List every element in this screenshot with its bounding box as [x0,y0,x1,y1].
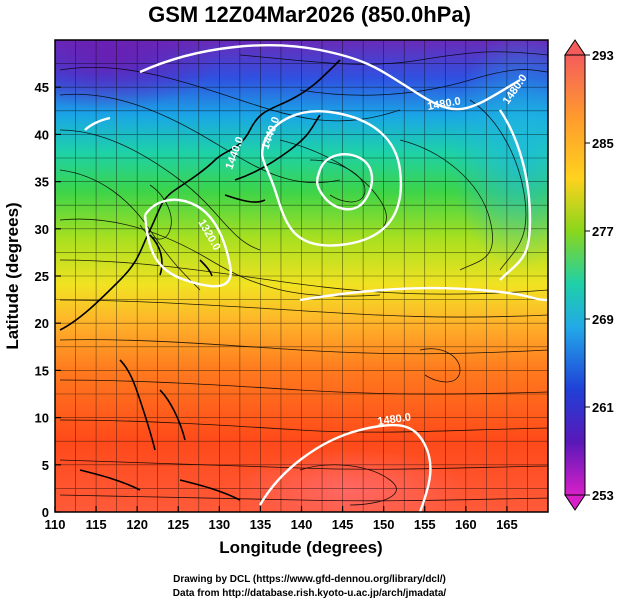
x-tick-label: 120 [126,517,148,532]
contour-line [139,44,521,111]
grid-lines [55,40,548,512]
colorbar: 293 285 277 269 261 253 [564,39,614,511]
x-tick-label: 115 [86,517,107,532]
contour-line [258,423,432,512]
y-tick-label: 20 [35,316,49,331]
x-axis-title: Longitude (degrees) [219,538,382,557]
contour-line [84,116,111,131]
height-contours [84,44,548,512]
contour-label: 1480.0 [426,95,461,113]
credit-data-source: Data from http://database.rish.kyoto-u.a… [172,588,447,599]
y-tick-label: 35 [35,175,49,190]
x-axis-ticks: 110 115 120 125 130 135 140 145 150 155 160 165 [45,506,518,532]
map-plot-area: 1480.0 1480.0 1440.0 1440.0 1320.0 1480.… [55,40,548,512]
y-tick-label: 45 [35,80,49,95]
x-tick-label: 145 [332,517,354,532]
colorbar-tick-label: 285 [592,136,614,151]
contour-label: 1480.0 [377,411,412,428]
x-tick-label: 165 [496,517,518,532]
y-axis-title: Latitude (degrees) [3,202,22,349]
credit-drawing: Drawing by DCL (https://www.gfd-dennou.o… [173,574,446,585]
colorbar-gradient [564,54,586,496]
y-tick-label: 40 [35,127,49,142]
colorbar-tick-label: 253 [592,488,614,503]
contour-line [143,198,232,288]
y-tick-label: 0 [42,505,49,520]
x-tick-label: 110 [45,517,66,532]
contour-line [299,286,548,302]
colorbar-top-cap [564,39,586,56]
x-tick-label: 125 [167,517,189,532]
x-tick-label: 140 [291,517,313,532]
x-tick-label: 130 [208,517,230,532]
cold-core-region-east [450,40,548,270]
contour-line [261,110,403,247]
colorbar-tick-label: 261 [592,400,614,415]
coastlines [59,59,341,501]
contour-line [315,153,374,211]
colorbar-tick-label: 269 [592,312,614,327]
map-title: GSM 12Z04Mar2026 (850.0hPa) [148,2,471,27]
warm-core-region [230,450,470,512]
y-tick-label: 25 [35,269,49,284]
colorbar-ticks: 293 285 277 269 261 253 [585,48,614,503]
wind-streamlines [59,51,548,506]
x-tick-label: 160 [455,517,477,532]
y-tick-label: 30 [35,222,49,237]
x-tick-label: 155 [414,517,436,532]
contour-line [499,109,532,281]
y-tick-label: 10 [35,411,49,426]
colorbar-tick-label: 293 [592,48,614,63]
y-tick-label: 15 [35,363,49,378]
y-axis-ticks: 0 5 10 15 20 25 30 35 40 45 [35,80,61,520]
y-tick-label: 5 [42,458,49,473]
x-tick-label: 150 [373,517,395,532]
x-tick-label: 135 [250,517,272,532]
colorbar-bottom-cap [564,494,586,511]
colorbar-tick-label: 277 [592,224,614,239]
